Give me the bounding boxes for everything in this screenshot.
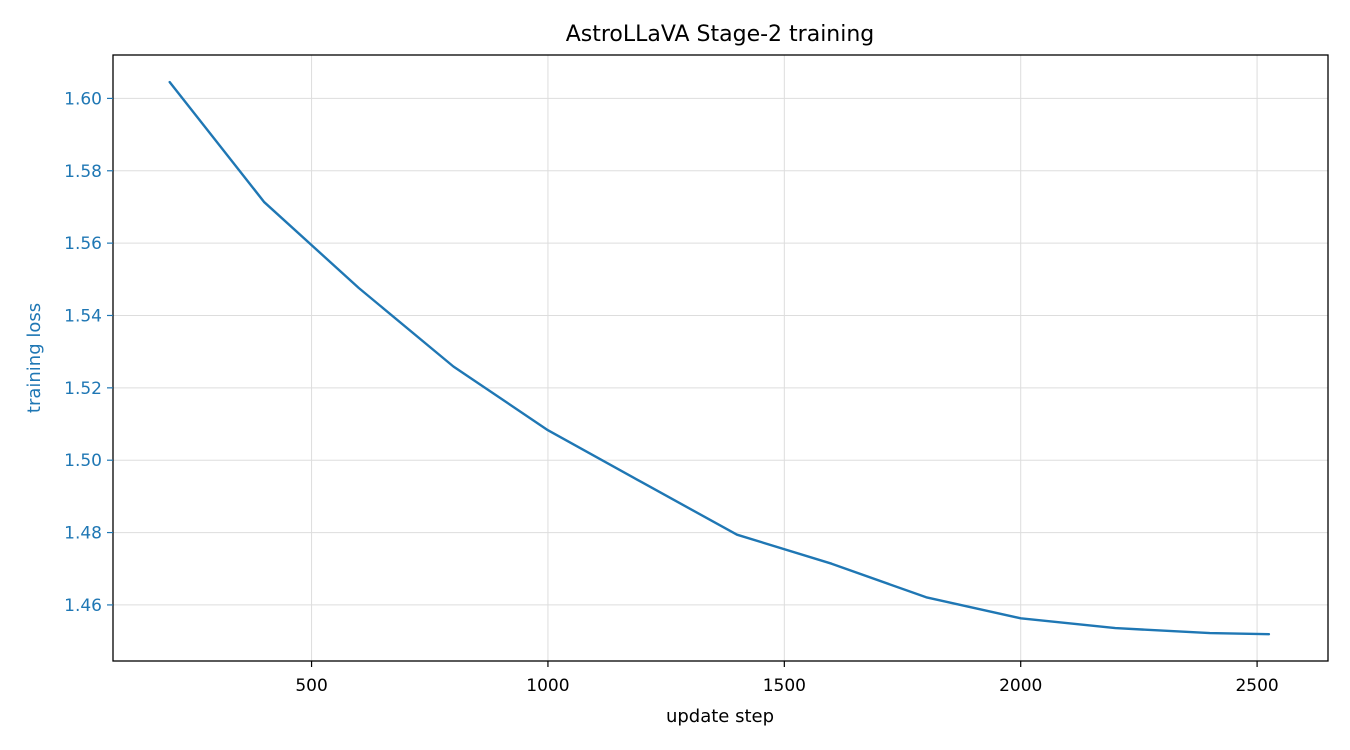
data-point — [452, 365, 454, 368]
data-point — [1020, 617, 1022, 619]
x-tick-label: 2500 — [1235, 676, 1278, 696]
y-tick-label: 1.60 — [64, 89, 102, 109]
y-axis-ticks: 1.46 1.48 1.50 1.52 1.54 1.56 1.58 1.60 — [64, 89, 113, 616]
training-loss-line — [168, 80, 1271, 636]
x-axis-label: update step — [666, 706, 774, 727]
chart-title: AstroLLaVA Stage-2 training — [566, 22, 875, 47]
y-tick-label: 1.54 — [64, 306, 102, 326]
series-layer — [168, 80, 1271, 636]
data-point — [263, 201, 265, 203]
data-point — [925, 596, 927, 598]
data-point — [830, 563, 833, 565]
y-tick-label: 1.56 — [64, 234, 102, 254]
y-tick-label: 1.48 — [64, 524, 102, 544]
x-tick-label: 500 — [295, 676, 327, 696]
y-tick-label: 1.52 — [64, 379, 102, 399]
data-point — [1209, 632, 1211, 634]
x-tick-label: 2000 — [999, 676, 1042, 696]
y-tick-label: 1.50 — [64, 451, 102, 471]
plot-frame — [112, 54, 1329, 662]
x-tick-label: 1000 — [526, 676, 569, 696]
data-point — [358, 287, 360, 289]
y-tick-label: 1.58 — [64, 162, 102, 182]
data-point — [1268, 633, 1270, 635]
data-point — [736, 534, 738, 536]
grid-lines — [113, 55, 1328, 661]
data-point — [169, 81, 171, 83]
y-axis-label: training loss — [24, 303, 45, 413]
x-tick-label: 1500 — [763, 676, 806, 696]
x-axis-ticks: 500 1000 1500 2000 2500 — [295, 661, 1279, 696]
data-point — [641, 482, 644, 484]
data-point — [547, 429, 549, 431]
data-point — [1114, 627, 1116, 629]
y-tick-label: 1.46 — [64, 596, 102, 616]
